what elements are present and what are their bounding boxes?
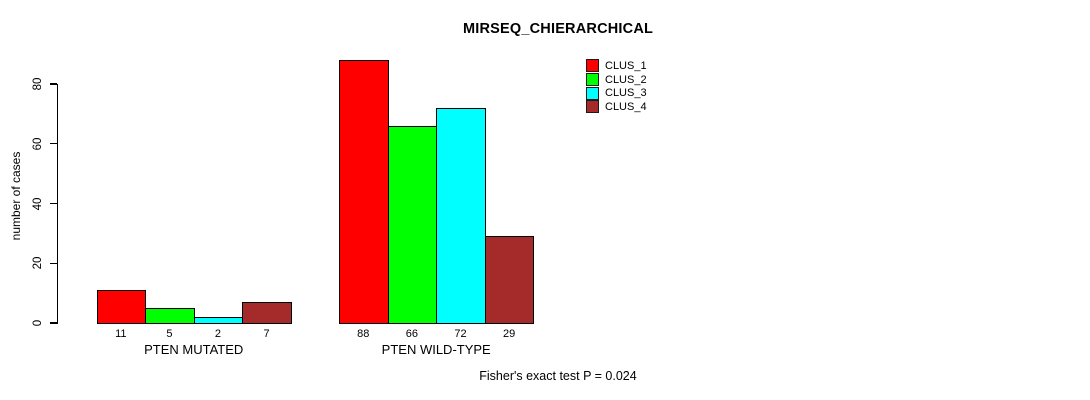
y-axis-tick xyxy=(50,143,57,145)
bar-value-label: 11 xyxy=(115,328,127,340)
bar-clus_4-wildtype xyxy=(484,236,535,324)
y-axis-tick-label: 40 xyxy=(32,197,44,210)
legend-label: CLUS_2 xyxy=(605,73,647,86)
bar-clus_3-wildtype xyxy=(436,107,486,324)
legend-item: CLUS_2 xyxy=(586,73,647,87)
y-axis-tick-label: 20 xyxy=(32,256,44,270)
bar-value-label: 29 xyxy=(502,328,516,340)
legend-label: CLUS_3 xyxy=(605,87,647,100)
y-axis-tick-label: 80 xyxy=(32,77,44,91)
group-label: PTEN MUTATED xyxy=(144,342,244,357)
y-axis-tick xyxy=(50,322,57,324)
legend-item: CLUS_1 xyxy=(586,59,647,73)
bar-value-label: 88 xyxy=(357,328,370,340)
bar-clus_1-wildtype xyxy=(339,60,389,324)
chart-title: MIRSEQ_CHIERARCHICAL xyxy=(462,21,654,37)
legend-item: CLUS_4 xyxy=(586,100,647,114)
y-axis-tick xyxy=(50,202,57,205)
legend-label: CLUS_1 xyxy=(605,59,647,72)
y-axis-tick-label: 60 xyxy=(32,137,44,151)
legend-label: CLUS_4 xyxy=(605,100,647,113)
y-axis-title: number of cases xyxy=(9,151,23,241)
bar-clus_2-mutated xyxy=(145,308,195,324)
bar-value-label: 72 xyxy=(454,328,467,340)
legend-item: CLUS_3 xyxy=(586,86,647,100)
bar-clus_1-mutated xyxy=(96,290,147,324)
bar-clus_2-wildtype xyxy=(387,125,438,324)
y-axis-line xyxy=(57,84,59,324)
bar-clus_3-mutated xyxy=(193,317,244,324)
bar-value-label: 7 xyxy=(263,328,270,340)
y-axis-tick xyxy=(50,83,57,85)
y-axis-tick xyxy=(50,262,57,264)
legend-swatch-clus_1 xyxy=(586,59,599,73)
bar-value-label: 2 xyxy=(214,328,222,340)
bar-value-label: 66 xyxy=(405,328,419,340)
legend-swatch-clus_2 xyxy=(586,73,599,87)
legend-swatch-clus_3 xyxy=(586,86,599,100)
legend: CLUS_1 CLUS_2 CLUS_3 CLUS_4 xyxy=(586,59,647,114)
y-axis-tick-label: 0 xyxy=(32,319,44,327)
group-label: PTEN WILD-TYPE xyxy=(381,342,491,357)
fisher-test-caption: Fisher's exact test P = 0.024 xyxy=(479,369,637,383)
bar-value-label: 5 xyxy=(166,328,173,340)
legend-swatch-clus_4 xyxy=(586,100,599,114)
bar-clus_4-mutated xyxy=(242,302,292,324)
